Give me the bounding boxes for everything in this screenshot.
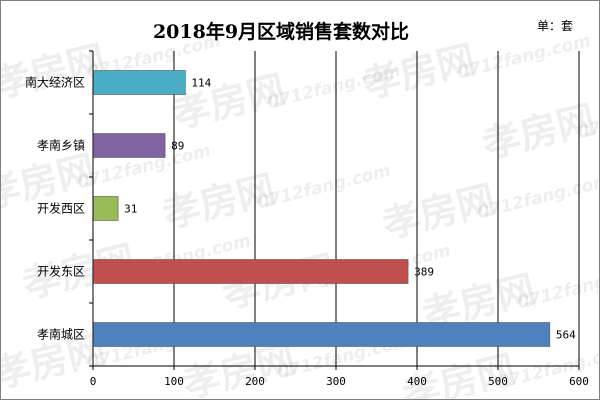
x-tick-label-200: 200	[245, 375, 265, 388]
category-label-孝南城区: 孝南城区	[37, 327, 85, 342]
bar-开发西区	[93, 196, 119, 221]
x-tick-label-300: 300	[326, 375, 346, 388]
chart-title: 2018年9月区域销售套数对比	[152, 21, 410, 43]
data-label-开发东区: 389	[414, 266, 434, 279]
x-tick-label-500: 500	[488, 375, 508, 388]
x-tick-label-100: 100	[164, 375, 184, 388]
data-label-开发西区: 31	[124, 203, 137, 216]
x-tick-label-600: 600	[569, 375, 589, 388]
bar-南大经济区	[93, 70, 186, 95]
bar-孝南城区	[93, 322, 551, 347]
bar-开发东区	[93, 259, 409, 284]
category-label-孝南乡镇: 孝南乡镇	[37, 138, 85, 153]
x-tick-label-400: 400	[407, 375, 427, 388]
data-label-孝南城区: 564	[556, 329, 576, 342]
unit-label: 单：套	[536, 19, 573, 33]
data-label-孝南乡镇: 89	[171, 140, 184, 153]
category-label-开发东区: 开发东区	[37, 264, 85, 279]
bar-孝南乡镇	[93, 133, 166, 158]
data-label-南大经济区: 114	[191, 77, 211, 90]
x-tick-label-0: 0	[90, 375, 97, 388]
category-label-南大经济区: 南大经济区	[25, 75, 85, 90]
category-label-开发西区: 开发西区	[37, 201, 85, 216]
